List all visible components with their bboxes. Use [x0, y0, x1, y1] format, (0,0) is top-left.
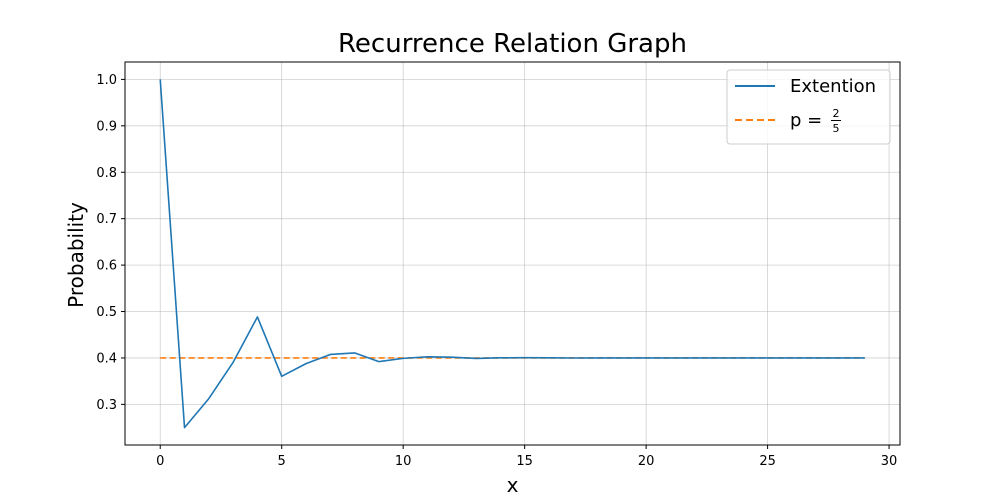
legend: Extention p = 2 5 [726, 69, 891, 145]
chart-title: Recurrence Relation Graph [338, 29, 687, 59]
y-tick-label: 1.0 [96, 73, 117, 88]
legend-label-p-numerator: 2 [833, 107, 840, 120]
x-tick-label: 30 [881, 454, 898, 469]
series-line-extention [159, 79, 865, 429]
y-tick-label: 0.8 [96, 166, 117, 181]
x-tick-label: 0 [156, 454, 164, 469]
y-tick-label: 0.7 [96, 212, 117, 227]
legend-label-p: p = [790, 110, 828, 131]
y-tick-label: 0.5 [96, 305, 117, 320]
x-tick-label: 20 [638, 454, 655, 469]
y-tick-label: 0.9 [96, 119, 117, 134]
x-tick-label: 5 [278, 454, 286, 469]
y-tick-label: 0.4 [96, 351, 117, 366]
x-tick-label: 10 [395, 454, 412, 469]
y-tick-label: 0.6 [96, 259, 117, 274]
series-layer [159, 79, 865, 429]
y-axis-label: Probability [64, 202, 88, 308]
x-tick-label: 15 [516, 454, 533, 469]
y-tick-label: 0.3 [96, 398, 117, 413]
tick-layer: 0 5 10 15 20 25 300.30.40.50.60.70.80.91.0 [96, 73, 897, 469]
grid [125, 62, 900, 445]
legend-label-p-denominator: 5 [833, 122, 840, 135]
x-tick-label: 25 [759, 454, 776, 469]
x-axis-label: x [507, 473, 519, 497]
plot-frame [124, 61, 901, 446]
legend-box [726, 69, 891, 145]
legend-label-extention: Extention [790, 76, 876, 97]
